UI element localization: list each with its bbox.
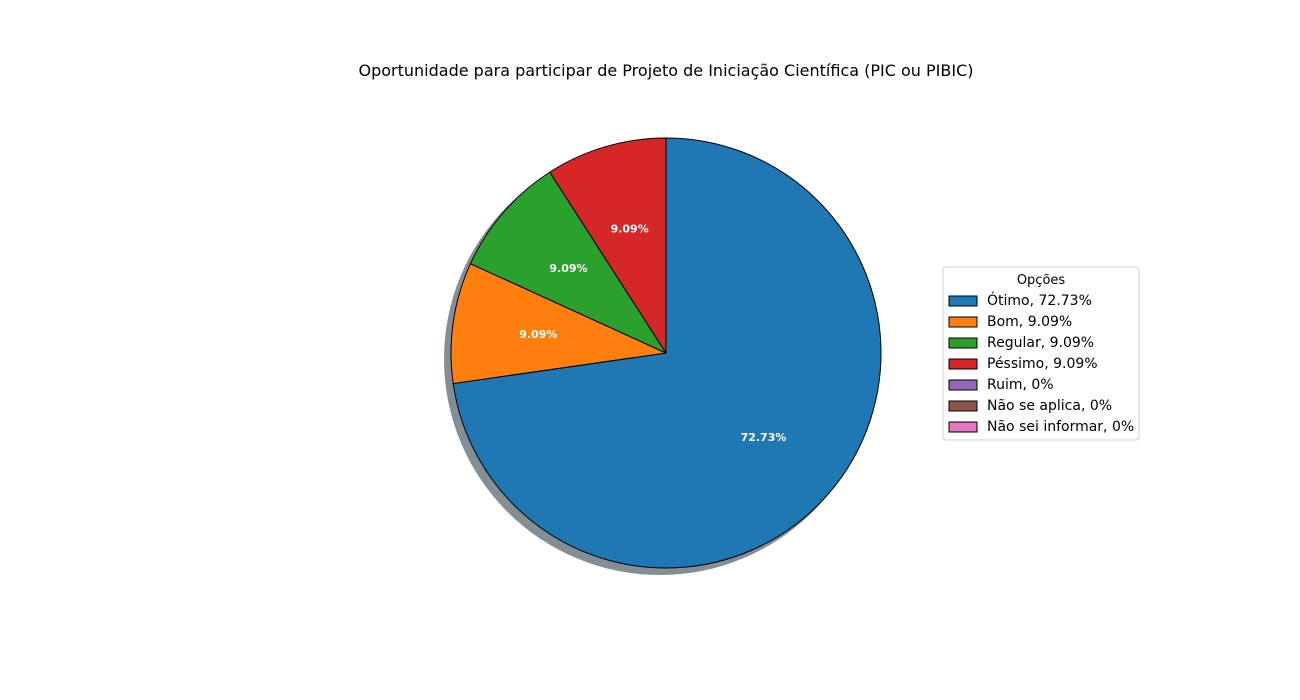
- slice-label-regular: 9.09%: [549, 262, 587, 275]
- slice-otimo: [452, 137, 882, 569]
- legend-label-otimo: Ótimo, 72.73%: [987, 291, 1092, 309]
- legend-label-bom: Bom, 9.09%: [987, 314, 1072, 330]
- legend-frame: [942, 266, 1140, 441]
- legend: Opções Ótimo, 72.73% Bom, 9.09% Regular, 9…: [942, 266, 1140, 441]
- slice-label-bom: 9.09%: [519, 328, 557, 341]
- legend-swatch-pessimo: [948, 358, 978, 370]
- legend-items: Ótimo, 72.73% Bom, 9.09% Regular, 9.09% Pés…: [948, 291, 1134, 435]
- legend-swatch-nao-sei-informar: [948, 421, 978, 433]
- legend-swatch-ruim: [948, 379, 978, 391]
- legend-swatch-nao-se-aplica: [948, 400, 978, 412]
- slice-label-otimo: 72.73%: [741, 431, 787, 444]
- pie-slices: [450, 137, 882, 569]
- legend-label-ruim: Ruim, 0%: [987, 377, 1054, 393]
- legend-swatch-regular: [948, 337, 978, 349]
- legend-swatch-bom: [948, 316, 978, 328]
- legend-label-nao-se-aplica: Não se aplica, 0%: [987, 398, 1112, 414]
- slice-bom: [450, 263, 667, 385]
- slice-label-pessimo: 9.09%: [611, 223, 649, 236]
- chart-title: Oportunidade para participar de Projeto …: [359, 61, 974, 80]
- legend-swatch-otimo: [948, 295, 978, 307]
- legend-title: Opções: [1017, 273, 1066, 288]
- pie-labels: 72.73% 9.09% 9.09% 9.09%: [519, 223, 786, 444]
- legend-label-nao-sei-informar: Não sei informar, 0%: [987, 419, 1134, 435]
- legend-label-regular: Regular, 9.09%: [987, 335, 1094, 351]
- slice-pessimo: [549, 137, 667, 354]
- legend-label-pessimo: Péssimo, 9.09%: [987, 356, 1098, 372]
- slice-regular: [469, 171, 667, 354]
